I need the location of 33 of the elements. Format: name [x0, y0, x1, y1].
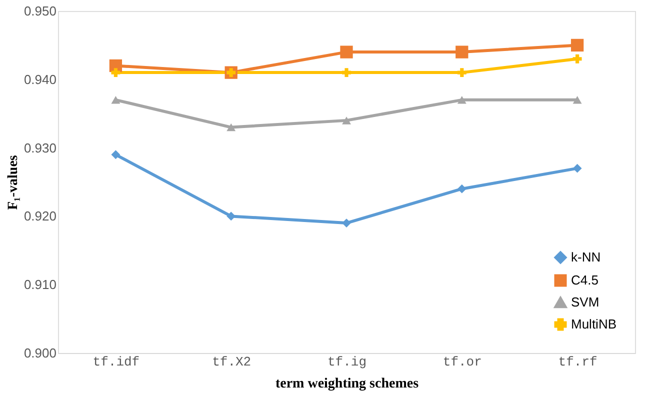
point [572, 54, 582, 64]
point [572, 164, 582, 173]
point [340, 46, 353, 58]
x-tick-label: tf.X2 [212, 354, 252, 370]
x-tick-label: tf.ig [327, 354, 367, 370]
point [226, 123, 236, 132]
x-tick-label: tf.or [442, 354, 482, 370]
x-tick-label: tf.rf [558, 354, 598, 370]
legend-label: SVM [571, 294, 600, 310]
point [342, 218, 351, 228]
point [342, 116, 351, 124]
point [572, 96, 582, 104]
point [456, 46, 468, 58]
y-tick-label: 0.910 [24, 277, 56, 292]
point [111, 150, 120, 160]
point [111, 68, 120, 78]
point [457, 96, 466, 104]
y-tick-label: 0.900 [24, 346, 56, 360]
y-tick-label: 0.920 [24, 208, 56, 224]
y-tick-label: 0.940 [24, 72, 56, 87]
legend-label: k-NN [571, 250, 601, 264]
y-tick-label: 0.930 [24, 140, 56, 156]
y-tick-label: 0.950 [24, 4, 56, 18]
y-axis-title: F₁-values [6, 154, 21, 210]
x-tick-label: tf.idf [92, 354, 140, 370]
legend-label: C4.5 [571, 272, 598, 288]
point [457, 68, 466, 78]
point [111, 96, 120, 104]
point [342, 68, 351, 78]
legend-label: MultiNB [571, 316, 617, 332]
point [457, 184, 466, 194]
point [570, 38, 584, 52]
x-axis-title: term weighting schemes [275, 376, 420, 392]
